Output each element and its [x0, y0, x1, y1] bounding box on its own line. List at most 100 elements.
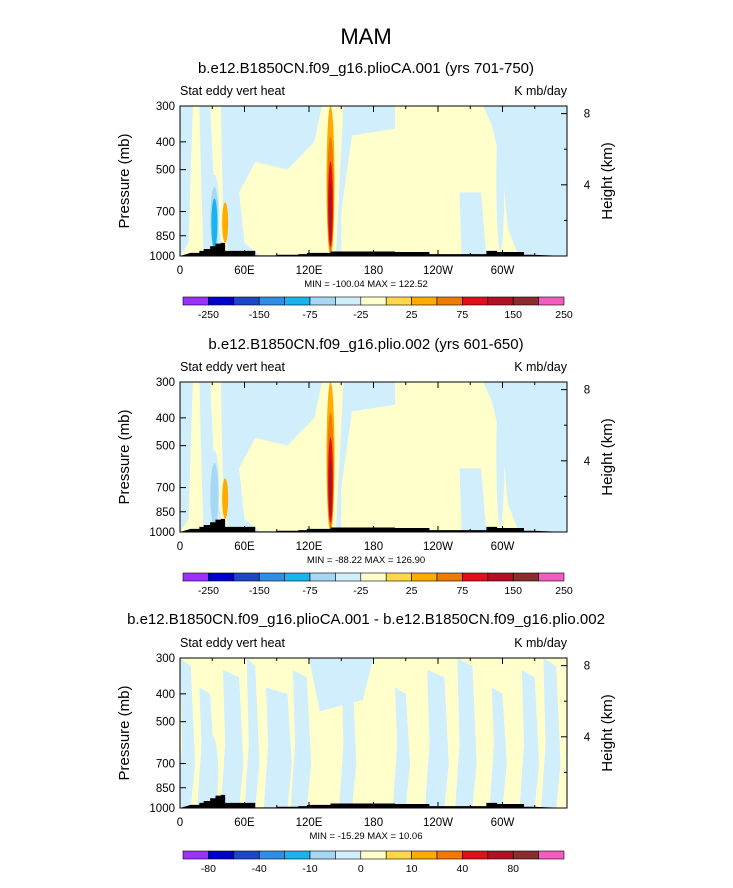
colorbar-box: [335, 850, 362, 860]
panel-title: b.e12.B1850CN.f09_g16.plio.002 (yrs 601-…: [208, 336, 523, 353]
colorbar-box: [335, 296, 362, 306]
right-string: K mb/day: [514, 360, 568, 374]
y-tick-label: 500: [156, 441, 175, 453]
y-tick-label: 1000: [149, 251, 175, 263]
colorbar-box: [436, 572, 463, 582]
field-region: [180, 382, 193, 532]
colorbar-label: 80: [507, 863, 519, 875]
panels: b.e12.B1850CN.f09_g16.plioCA.001 (yrs 70…: [116, 60, 616, 875]
chart-panel-2: b.e12.B1850CN.f09_g16.plio.002 (yrs 601-…: [116, 336, 616, 597]
colorbar-box: [512, 572, 539, 582]
colorbar-label: 75: [457, 585, 469, 597]
colorbar-box: [284, 296, 311, 306]
field-region: [459, 468, 487, 532]
field-region: [425, 669, 449, 808]
colorbar-box: [487, 850, 514, 860]
y-tick-label: 300: [156, 653, 175, 665]
y-tick-label: 300: [156, 101, 175, 113]
colorbar-label: 25: [406, 585, 418, 597]
colorbar-box: [309, 850, 336, 860]
colorbar-label: 75: [457, 309, 469, 321]
colorbar-label: 250: [555, 309, 573, 321]
colorbar-box: [309, 572, 336, 582]
field-feature: [210, 463, 219, 527]
colorbar-box: [208, 850, 235, 860]
field-region: [263, 687, 292, 808]
field-region: [220, 106, 322, 256]
x-tick-label: 120E: [296, 541, 323, 553]
colorbar-box: [233, 296, 260, 306]
colorbar-label: -25: [353, 585, 368, 597]
y-tick-label: 850: [156, 507, 175, 519]
colorbar-box: [208, 296, 235, 306]
colorbar-box: [538, 850, 565, 860]
colorbar-label: 0: [358, 863, 364, 875]
colorbar-box: [258, 850, 285, 860]
colorbar-box: [385, 850, 412, 860]
field-region: [335, 106, 395, 256]
y-tick-label: 400: [156, 137, 175, 149]
colorbar-box: [512, 850, 539, 860]
x-tick-label: 180: [364, 265, 383, 277]
x-tick-label: 180: [364, 817, 383, 829]
colorbar-box: [360, 572, 387, 582]
field-region: [483, 106, 567, 256]
colorbar-box: [360, 850, 387, 860]
x-tick-label: 60E: [234, 265, 255, 277]
field-region: [455, 658, 477, 808]
right-string: K mb/day: [514, 84, 568, 98]
colorbar-label: 10: [406, 863, 418, 875]
x-tick-label: 180: [364, 541, 383, 553]
colorbar-box: [233, 572, 260, 582]
field-region: [483, 382, 567, 532]
x-tick-label: 120E: [296, 265, 323, 277]
colorbar-box: [284, 572, 311, 582]
colorbar-box: [487, 296, 514, 306]
colorbar-label: 250: [555, 585, 573, 597]
left-string: Stat eddy vert heat: [180, 360, 285, 374]
colorbar-box: [411, 572, 438, 582]
figure-title: MAM: [340, 24, 391, 49]
field: [180, 106, 567, 256]
colorbar-label: -40: [252, 863, 267, 875]
colorbar-box: [258, 296, 285, 306]
field-region: [220, 382, 322, 532]
field-feature: [496, 382, 505, 527]
y-tick-label: 500: [156, 717, 175, 729]
colorbar-box: [360, 296, 387, 306]
right-string: K mb/day: [514, 636, 568, 650]
field-region: [180, 658, 196, 808]
field-region: [392, 687, 411, 808]
x-tick-label: 120W: [423, 541, 453, 553]
field-region: [335, 382, 395, 532]
field-region: [309, 658, 374, 712]
field-region: [244, 658, 260, 808]
colorbar-box: [208, 572, 235, 582]
colorbar-label: -250: [198, 309, 219, 321]
y-axis-label: Pressure (mb): [116, 133, 133, 228]
colorbar-box: [411, 296, 438, 306]
height-tick-label: 8: [584, 385, 590, 397]
y-tick-label: 850: [156, 783, 175, 795]
chart-panel-3: b.e12.B1850CN.f09_g16.plioCA.001 - b.e12…: [116, 611, 616, 875]
y-axis-label: Pressure (mb): [116, 685, 133, 780]
x-tick-label: 60W: [491, 265, 515, 277]
x-tick-label: 60E: [234, 541, 255, 553]
x-tick-label: 60E: [234, 817, 255, 829]
field-region: [489, 687, 507, 808]
colorbar-box: [436, 850, 463, 860]
colorbar-box: [538, 572, 565, 582]
colorbar-box: [182, 572, 209, 582]
y-tick-label: 300: [156, 377, 175, 389]
field: [180, 382, 567, 532]
field-region: [220, 669, 244, 808]
y-axis-label: Pressure (mb): [116, 409, 133, 504]
x-tick-label: 120W: [423, 265, 453, 277]
field-region: [290, 669, 312, 808]
x-tick-label: 60W: [491, 541, 515, 553]
colorbar-box: [538, 296, 565, 306]
chart-panel-1: b.e12.B1850CN.f09_g16.plioCA.001 (yrs 70…: [116, 60, 616, 321]
x-tick-label: 0: [177, 817, 183, 829]
x-tick-label: 0: [177, 265, 183, 277]
